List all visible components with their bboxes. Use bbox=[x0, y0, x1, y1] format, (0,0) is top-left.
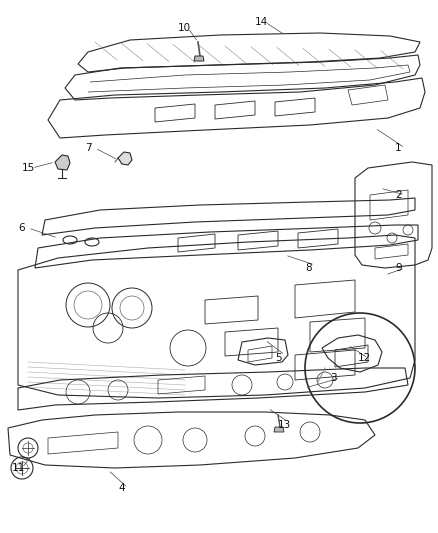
Text: 10: 10 bbox=[178, 23, 191, 33]
Text: 1: 1 bbox=[395, 143, 402, 153]
Text: 7: 7 bbox=[85, 143, 92, 153]
Text: 9: 9 bbox=[395, 263, 402, 273]
Text: 3: 3 bbox=[330, 373, 337, 383]
Polygon shape bbox=[118, 152, 132, 165]
Text: 8: 8 bbox=[305, 263, 311, 273]
Text: 4: 4 bbox=[118, 483, 125, 493]
Text: 6: 6 bbox=[18, 223, 25, 233]
Polygon shape bbox=[194, 56, 204, 61]
Text: 13: 13 bbox=[278, 420, 291, 430]
Text: 5: 5 bbox=[275, 353, 282, 363]
Polygon shape bbox=[55, 155, 70, 170]
Text: 14: 14 bbox=[255, 17, 268, 27]
Text: 12: 12 bbox=[358, 353, 371, 363]
Text: 15: 15 bbox=[22, 163, 35, 173]
Polygon shape bbox=[274, 427, 284, 432]
Text: 2: 2 bbox=[395, 190, 402, 200]
Text: 11: 11 bbox=[12, 463, 25, 473]
